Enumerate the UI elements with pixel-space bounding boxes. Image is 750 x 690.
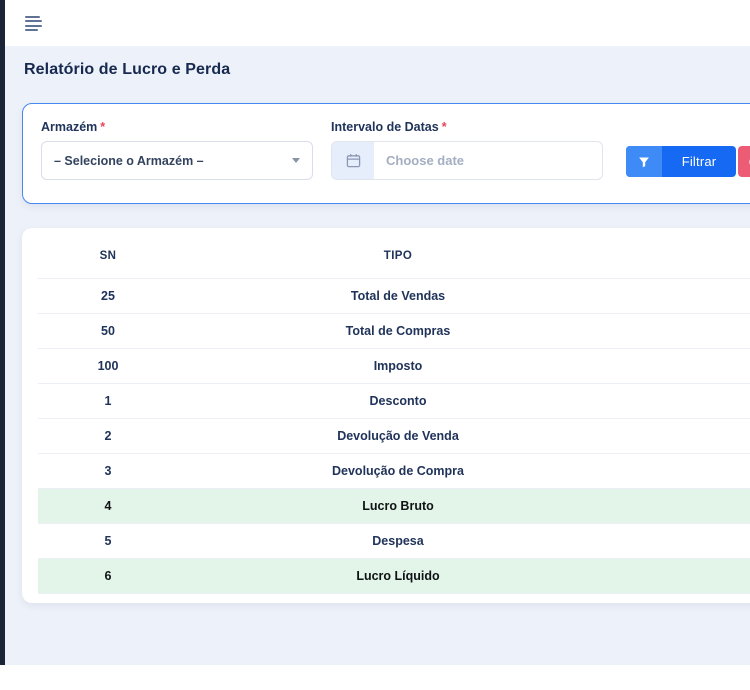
filter-button[interactable]: Filtrar xyxy=(626,146,736,177)
date-range-group xyxy=(331,141,603,180)
collapsed-sidebar xyxy=(0,0,5,665)
calendar-icon xyxy=(332,142,374,179)
filter-panel: Armazém * – Selecione o Armazém – Interva… xyxy=(22,103,750,204)
tipo-cell: Devolução de Compra xyxy=(178,453,618,489)
tipo-cell: Lucro Bruto xyxy=(178,488,618,524)
column-header-tipo: TIPO xyxy=(178,234,618,279)
tipo-cell: Total de Compras xyxy=(178,313,618,349)
empty-cell xyxy=(618,383,750,419)
required-asterisk: * xyxy=(100,120,106,134)
filter-button-label: Filtrar xyxy=(681,154,717,169)
sn-cell: 5 xyxy=(38,523,178,559)
empty-cell xyxy=(618,348,750,384)
reset-button[interactable] xyxy=(738,146,750,177)
top-bar xyxy=(5,0,750,46)
report-table-body: 25 Total de Vendas 50 Total de Compras 100 Im… xyxy=(38,278,750,594)
chevron-down-icon xyxy=(292,158,300,163)
table-row: 2 Devolução de Venda xyxy=(38,418,750,454)
sn-cell: 6 xyxy=(38,558,178,594)
sn-cell: 100 xyxy=(38,348,178,384)
tipo-cell: Lucro Líquido xyxy=(178,558,618,594)
table-row: 25 Total de Vendas xyxy=(38,278,750,314)
empty-cell xyxy=(618,278,750,314)
empty-cell xyxy=(618,523,750,559)
empty-cell xyxy=(618,418,750,454)
table-row: 1 Desconto xyxy=(38,383,750,419)
warehouse-select-value: – Selecione o Armazém – xyxy=(54,153,204,168)
tipo-cell: Imposto xyxy=(178,348,618,384)
sn-cell: 3 xyxy=(38,453,178,489)
sn-cell: 50 xyxy=(38,313,178,349)
empty-cell xyxy=(618,453,750,489)
hamburger-menu-icon[interactable] xyxy=(25,15,47,32)
table-row: 4 Lucro Bruto xyxy=(38,488,750,524)
tipo-cell: Despesa xyxy=(178,523,618,559)
table-row: 100 Imposto xyxy=(38,348,750,384)
table-row: 50 Total de Compras xyxy=(38,313,750,349)
sn-cell: 2 xyxy=(38,418,178,454)
content-area: Relatório de Lucro e Perda Armazém * – Se… xyxy=(5,46,750,665)
column-header-sn: SN xyxy=(38,234,178,279)
table-row: 3 Devolução de Compra xyxy=(38,453,750,489)
funnel-icon xyxy=(626,146,662,177)
table-row: 5 Despesa xyxy=(38,523,750,559)
date-range-input[interactable] xyxy=(374,142,602,179)
column-header-empty xyxy=(618,234,750,279)
sn-cell: 25 xyxy=(38,278,178,314)
report-table: SN TIPO 25 Total de Vendas 50 Total de Comp… xyxy=(38,234,750,594)
sn-cell: 1 xyxy=(38,383,178,419)
table-row: 6 Lucro Líquido xyxy=(38,558,750,594)
table-header-row: SN TIPO xyxy=(38,234,750,279)
empty-cell xyxy=(618,488,750,524)
tipo-cell: Desconto xyxy=(178,383,618,419)
warehouse-select[interactable]: – Selecione o Armazém – xyxy=(41,141,313,180)
empty-cell xyxy=(618,558,750,594)
report-table-card: SN TIPO 25 Total de Vendas 50 Total de Comp… xyxy=(22,228,750,603)
required-asterisk: * xyxy=(441,120,447,134)
sn-cell: 4 xyxy=(38,488,178,524)
date-range-label: Intervalo de Datas * xyxy=(331,120,447,134)
warehouse-label: Armazém * xyxy=(41,120,106,134)
empty-cell xyxy=(618,313,750,349)
tipo-cell: Devolução de Venda xyxy=(178,418,618,454)
page-title: Relatório de Lucro e Perda xyxy=(24,61,231,78)
tipo-cell: Total de Vendas xyxy=(178,278,618,314)
